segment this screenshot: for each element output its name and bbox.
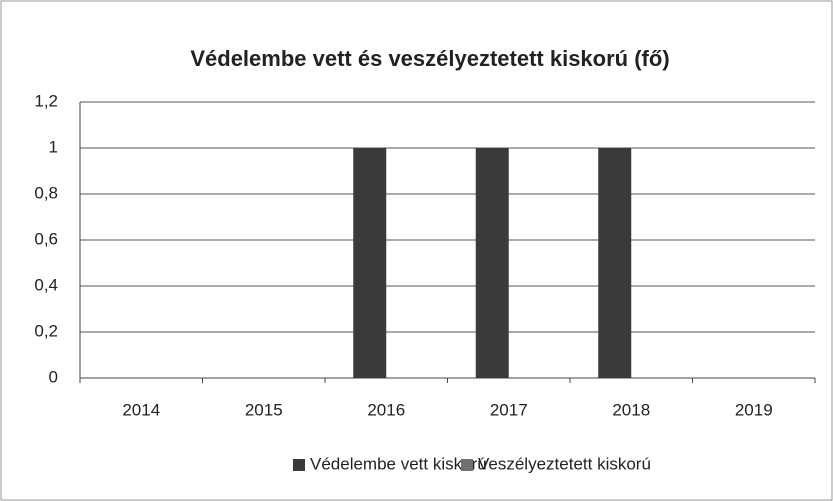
x-tick-label: 2016 bbox=[367, 400, 405, 419]
chart-title: Védelembe vett és veszélyeztetett kiskor… bbox=[190, 46, 669, 71]
x-tick-label: 2014 bbox=[122, 400, 160, 419]
y-tick-label: 0 bbox=[49, 367, 58, 386]
legend-swatch bbox=[293, 459, 305, 471]
bar bbox=[598, 148, 632, 378]
bar bbox=[353, 148, 387, 378]
x-tick-label: 2017 bbox=[490, 400, 528, 419]
x-tick-label: 2015 bbox=[245, 400, 283, 419]
bar bbox=[475, 148, 509, 378]
y-tick-label: 0,2 bbox=[34, 321, 58, 340]
y-tick-label: 0,6 bbox=[34, 229, 58, 248]
y-tick-label: 0,8 bbox=[34, 183, 58, 202]
y-tick-label: 1 bbox=[49, 137, 58, 156]
legend-label: Veszélyeztetett kiskorú bbox=[478, 454, 651, 473]
legend-label: Védelembe vett kiskorú bbox=[310, 454, 487, 473]
y-tick-label: 0,4 bbox=[34, 275, 58, 294]
x-tick-label: 2018 bbox=[612, 400, 650, 419]
y-tick-label: 1,2 bbox=[34, 91, 58, 110]
legend-swatch bbox=[461, 459, 473, 471]
x-tick-label: 2019 bbox=[735, 400, 773, 419]
